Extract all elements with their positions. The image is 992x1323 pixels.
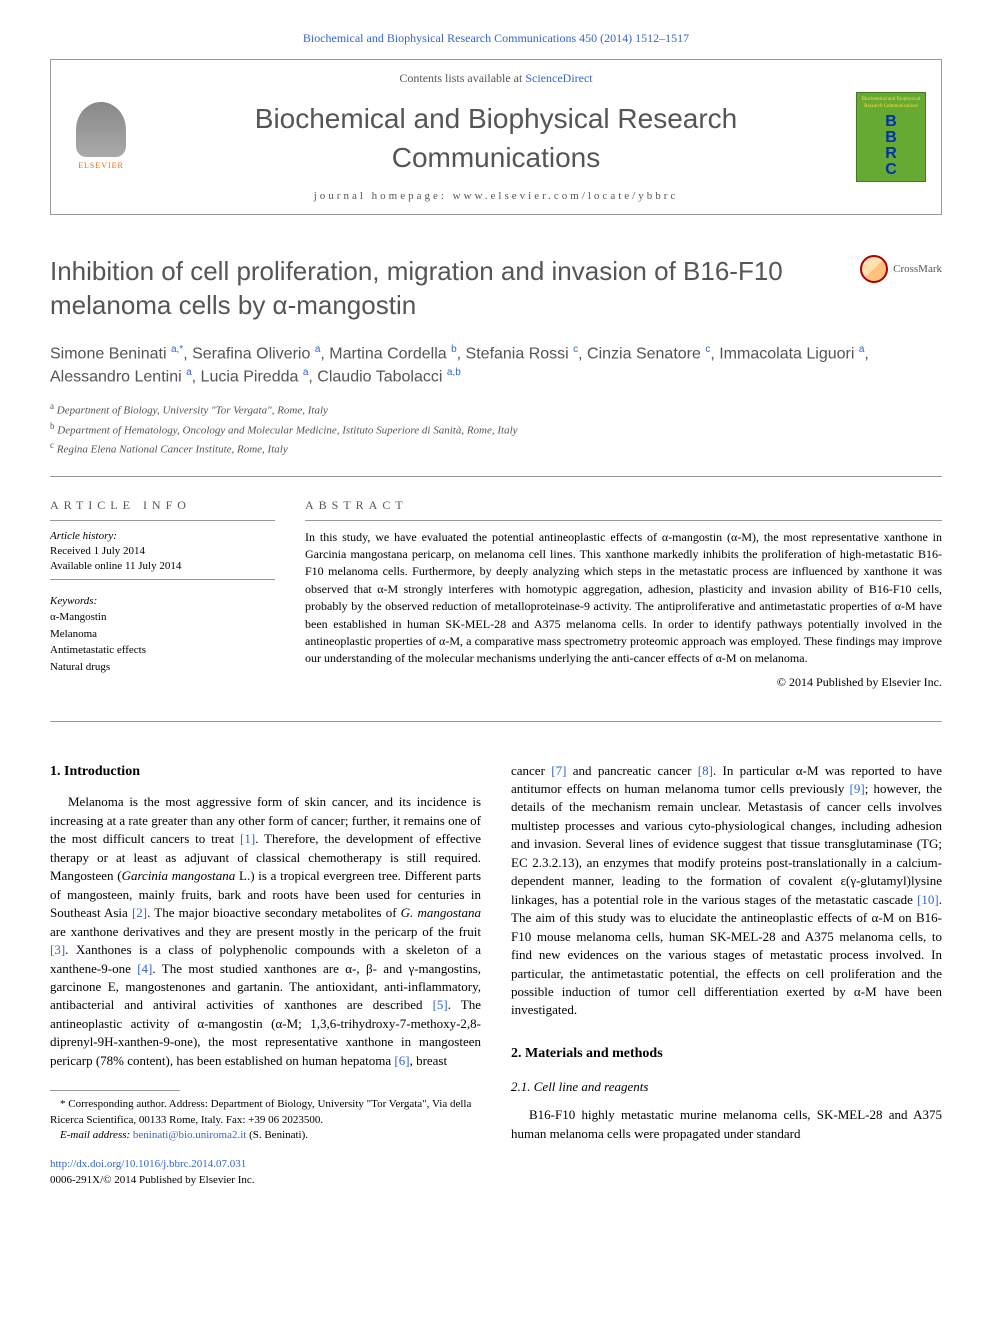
contents-available-line: Contents lists available at ScienceDirec… [156, 70, 836, 87]
history-available: Available online 11 July 2014 [50, 559, 275, 574]
doi-link[interactable]: http://dx.doi.org/10.1016/j.bbrc.2014.07… [50, 1158, 246, 1170]
info-divider-2 [50, 579, 275, 580]
journal-header-box: ELSEVIER Contents lists available at Sci… [50, 59, 942, 216]
abstract-body: In this study, we have evaluated the pot… [305, 529, 942, 668]
keyword: α-Mangostin [50, 609, 275, 626]
keywords-label: Keywords: [50, 594, 275, 609]
journal-reference[interactable]: Biochemical and Biophysical Research Com… [50, 30, 942, 47]
elsevier-wordmark: ELSEVIER [78, 160, 124, 171]
crossmark-icon [860, 255, 888, 283]
doi-block: http://dx.doi.org/10.1016/j.bbrc.2014.07… [50, 1157, 481, 1188]
affiliation-b: b Department of Hematology, Oncology and… [50, 420, 942, 439]
methods-subheading: 2.1. Cell line and reagents [511, 1078, 942, 1096]
left-column: 1. Introduction Melanoma is the most agg… [50, 762, 481, 1189]
intro-heading: 1. Introduction [50, 762, 481, 782]
abstract-divider [305, 520, 942, 521]
email-suffix: (S. Beninati). [246, 1129, 308, 1141]
crossmark-label: CrossMark [893, 262, 942, 277]
elsevier-logo: ELSEVIER [66, 97, 136, 177]
contents-prefix: Contents lists available at [399, 71, 525, 85]
journal-homepage: journal homepage: www.elsevier.com/locat… [156, 189, 836, 204]
affiliation-a: a Department of Biology, University "Tor… [50, 400, 942, 419]
methods-paragraph: B16-F10 highly metastatic murine melanom… [511, 1106, 942, 1143]
article-info-label: ARTICLE INFO [50, 497, 275, 514]
authors-list: Simone Beninati a,*, Serafina Oliverio a… [50, 343, 942, 388]
email-link[interactable]: beninati@bio.uniroma2.it [133, 1129, 246, 1141]
journal-title: Biochemical and Biophysical Research Com… [156, 99, 836, 177]
crossmark-badge[interactable]: CrossMark [860, 255, 942, 283]
right-column: cancer [7] and pancreatic cancer [8]. In… [511, 762, 942, 1189]
article-title: Inhibition of cell proliferation, migrat… [50, 255, 860, 323]
history-label: Article history: [50, 529, 275, 544]
affiliation-c: c Regina Elena National Cancer Institute… [50, 439, 942, 458]
affiliations: a Department of Biology, University "Tor… [50, 400, 942, 457]
corresponding-author-footnote: * Corresponding author. Address: Departm… [50, 1097, 481, 1128]
keyword: Antimetastatic effects [50, 642, 275, 659]
col2-paragraph: cancer [7] and pancreatic cancer [8]. In… [511, 762, 942, 1020]
elsevier-tree-icon [76, 102, 126, 157]
homepage-url[interactable]: www.elsevier.com/locate/ybbrc [453, 190, 679, 202]
cover-bbrc-letters: BBRC [885, 114, 897, 178]
keyword: Melanoma [50, 626, 275, 643]
article-info-column: ARTICLE INFO Article history: Received 1… [50, 497, 275, 691]
abstract-label: ABSTRACT [305, 497, 942, 514]
sciencedirect-link[interactable]: ScienceDirect [525, 71, 592, 85]
keywords-list: α-Mangostin Melanoma Antimetastatic effe… [50, 609, 275, 675]
abstract-copyright: © 2014 Published by Elsevier Inc. [305, 674, 942, 691]
methods-heading: 2. Materials and methods [511, 1044, 942, 1064]
keyword: Natural drugs [50, 659, 275, 676]
footnote-divider [50, 1090, 180, 1091]
intro-paragraph: Melanoma is the most aggressive form of … [50, 793, 481, 1070]
journal-cover-thumbnail: Biochemical and Biophysical Research Com… [856, 92, 926, 182]
divider [50, 476, 942, 477]
homepage-prefix: journal homepage: [314, 190, 453, 202]
email-footnote: E-mail address: beninati@bio.uniroma2.it… [50, 1128, 481, 1143]
cover-mini-title: Biochemical and Biophysical Research Com… [857, 96, 925, 110]
history-received: Received 1 July 2014 [50, 544, 275, 559]
abstract-column: ABSTRACT In this study, we have evaluate… [305, 497, 942, 691]
issn-copyright: 0006-291X/© 2014 Published by Elsevier I… [50, 1174, 255, 1186]
divider-2 [50, 721, 942, 722]
info-divider [50, 520, 275, 521]
email-label: E-mail address: [60, 1129, 133, 1141]
